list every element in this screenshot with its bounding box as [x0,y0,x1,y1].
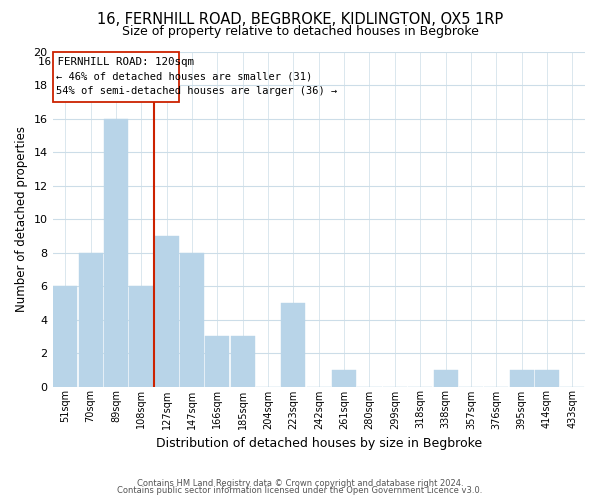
Text: ← 46% of detached houses are smaller (31): ← 46% of detached houses are smaller (31… [56,72,312,82]
Text: Contains public sector information licensed under the Open Government Licence v3: Contains public sector information licen… [118,486,482,495]
Text: 54% of semi-detached houses are larger (36) →: 54% of semi-detached houses are larger (… [56,86,337,96]
Bar [104,118,128,386]
Bar [155,236,179,386]
Bar [205,336,229,386]
Bar [129,286,154,386]
Text: 16 FERNHILL ROAD: 120sqm: 16 FERNHILL ROAD: 120sqm [38,58,194,68]
Bar [281,303,305,386]
Bar [180,252,204,386]
X-axis label: Distribution of detached houses by size in Begbroke: Distribution of detached houses by size … [156,437,482,450]
Bar [230,336,255,386]
Bar [332,370,356,386]
Bar [79,252,103,386]
Bar [509,370,533,386]
Bar [434,370,458,386]
Bar [535,370,559,386]
Text: 16, FERNHILL ROAD, BEGBROKE, KIDLINGTON, OX5 1RP: 16, FERNHILL ROAD, BEGBROKE, KIDLINGTON,… [97,12,503,28]
Text: Contains HM Land Registry data © Crown copyright and database right 2024.: Contains HM Land Registry data © Crown c… [137,478,463,488]
Text: Size of property relative to detached houses in Begbroke: Size of property relative to detached ho… [122,25,478,38]
FancyBboxPatch shape [53,52,179,102]
Y-axis label: Number of detached properties: Number of detached properties [15,126,28,312]
Bar [53,286,77,386]
